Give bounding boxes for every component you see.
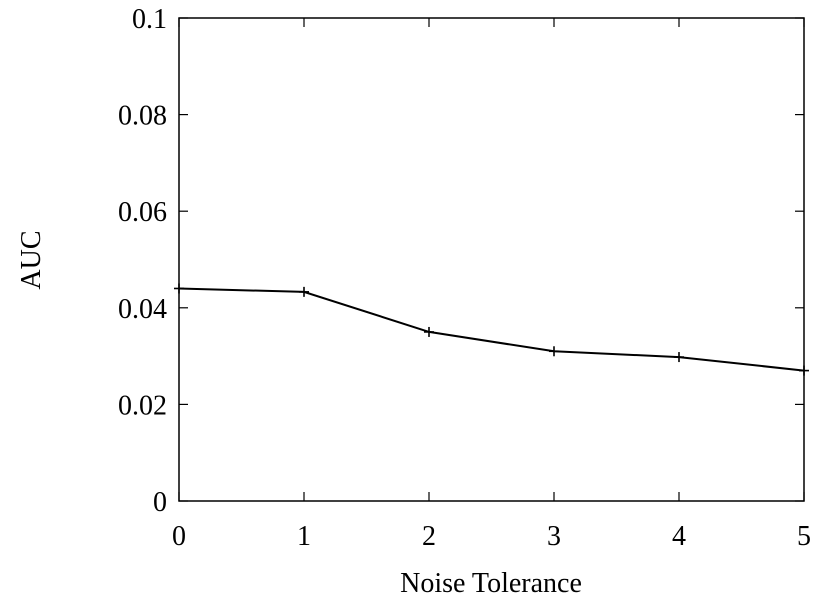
x-tick-label: 4 <box>672 521 686 552</box>
series-layer <box>174 283 809 376</box>
data-point-marker <box>174 283 184 294</box>
data-point-marker <box>674 352 684 363</box>
y-tick-label: 0.06 <box>118 197 167 228</box>
x-axis-label: Noise Tolerance <box>400 568 582 599</box>
y-tick-label: 0 <box>153 487 167 518</box>
x-tick-label: 1 <box>297 521 311 552</box>
data-point-marker <box>799 365 809 376</box>
x-axis-ticks: 0 1 2 3 4 5 <box>172 18 811 552</box>
y-axis-label: AUC <box>16 230 47 289</box>
y-tick-label: 0.04 <box>118 294 167 325</box>
data-point-marker <box>424 326 434 337</box>
plot-frame <box>178 17 805 502</box>
x-tick-label: 0 <box>172 521 186 552</box>
y-axis-ticks: 0 0.02 0.04 0.06 0.08 0.1 <box>118 4 804 518</box>
data-point-marker <box>549 346 559 357</box>
x-tick-label: 3 <box>547 521 561 552</box>
data-point-marker <box>299 286 309 297</box>
y-tick-label: 0.08 <box>118 101 167 132</box>
y-tick-label: 0.02 <box>118 390 167 421</box>
series-line <box>178 287 805 372</box>
x-tick-label: 5 <box>797 521 811 552</box>
y-tick-label: 0.1 <box>132 4 167 35</box>
x-tick-label: 2 <box>422 521 436 552</box>
